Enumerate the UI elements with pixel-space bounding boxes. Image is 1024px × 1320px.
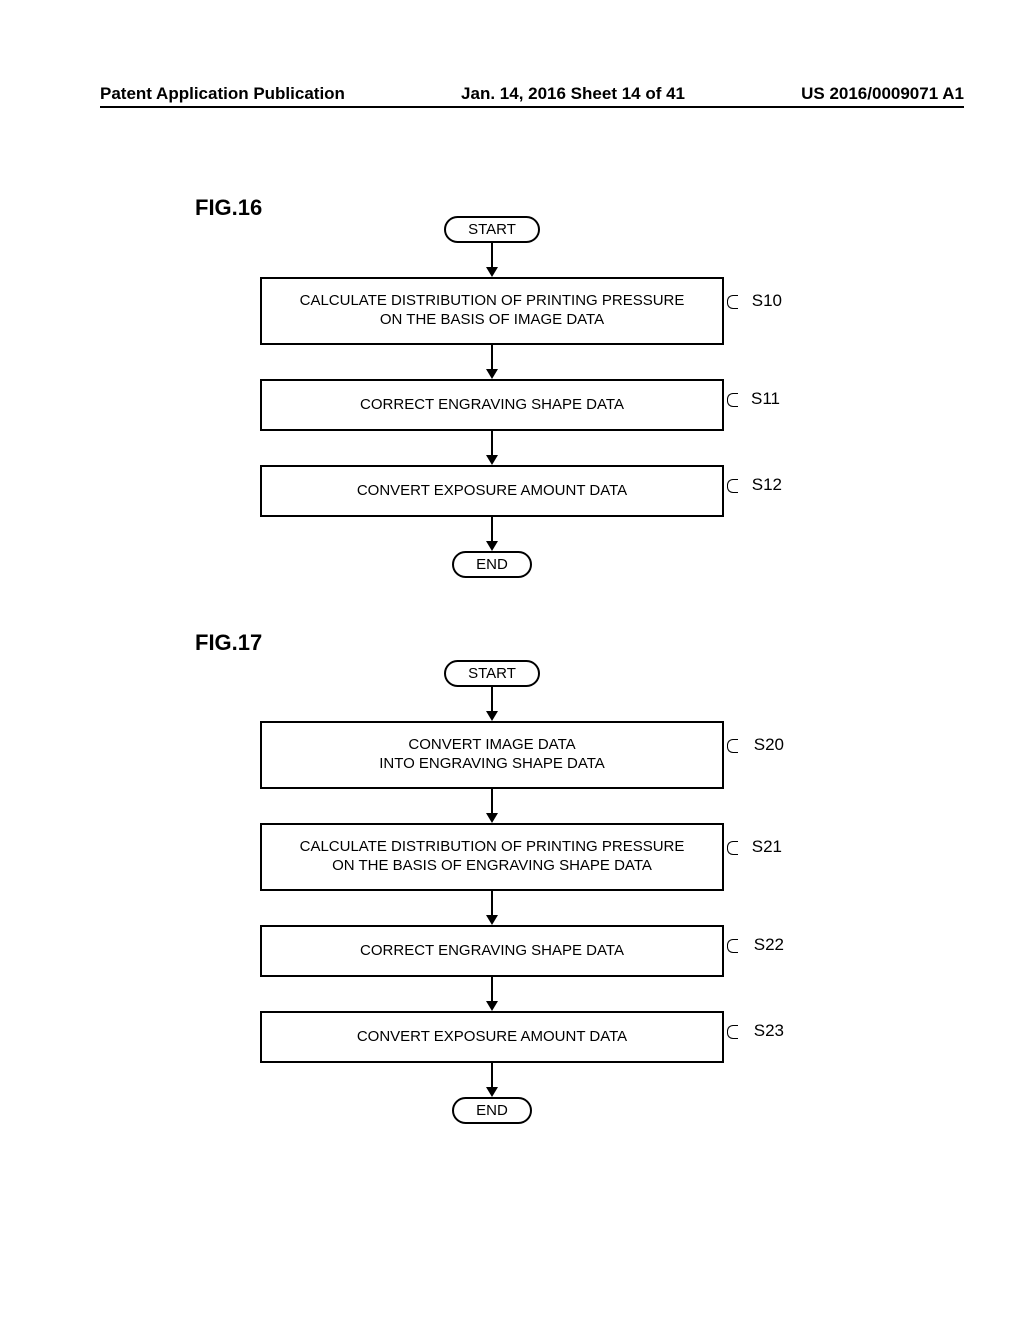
fig16-step-s12-tag: S12 <box>752 475 782 495</box>
fig17-step-s23-wrap: CONVERT EXPOSURE AMOUNT DATA S23 <box>260 1011 724 1063</box>
header-right: US 2016/0009071 A1 <box>801 84 964 104</box>
arrow-down-icon <box>491 891 493 925</box>
fig16-step-s12: CONVERT EXPOSURE AMOUNT DATA <box>260 465 724 517</box>
arrow-down-icon <box>491 789 493 823</box>
hook-icon <box>727 295 738 309</box>
fig17-step-s21: CALCULATE DISTRIBUTION OF PRINTING PRESS… <box>260 823 724 891</box>
page-header: Patent Application Publication Jan. 14, … <box>100 84 964 108</box>
hook-icon <box>727 739 738 753</box>
patent-page: Patent Application Publication Jan. 14, … <box>0 0 1024 1320</box>
fig16-step-s12-wrap: CONVERT EXPOSURE AMOUNT DATA S12 <box>260 465 724 517</box>
fig16-end: END <box>452 551 532 578</box>
fig16-step-s10: CALCULATE DISTRIBUTION OF PRINTING PRESS… <box>260 277 724 345</box>
arrow-down-icon <box>491 431 493 465</box>
fig16-flowchart: START CALCULATE DISTRIBUTION OF PRINTING… <box>260 216 724 578</box>
fig17-label: FIG.17 <box>195 630 262 656</box>
arrow-down-icon <box>491 1063 493 1097</box>
fig17-step-s20: CONVERT IMAGE DATAINTO ENGRAVING SHAPE D… <box>260 721 724 789</box>
arrow-down-icon <box>491 517 493 551</box>
fig16-step-s10-wrap: CALCULATE DISTRIBUTION OF PRINTING PRESS… <box>260 277 724 345</box>
hook-icon <box>727 479 738 493</box>
fig17-step-s23-tag: S23 <box>754 1021 784 1041</box>
fig17-end: END <box>452 1097 532 1124</box>
hook-icon <box>727 841 738 855</box>
fig16-step-s10-tag: S10 <box>752 291 782 311</box>
fig17-step-s20-tag: S20 <box>754 735 784 755</box>
fig17-step-s22-wrap: CORRECT ENGRAVING SHAPE DATA S22 <box>260 925 724 977</box>
fig17-step-s23: CONVERT EXPOSURE AMOUNT DATA <box>260 1011 724 1063</box>
fig17-flowchart: START CONVERT IMAGE DATAINTO ENGRAVING S… <box>260 660 724 1124</box>
arrow-down-icon <box>491 345 493 379</box>
arrow-down-icon <box>491 977 493 1011</box>
fig17-step-s21-wrap: CALCULATE DISTRIBUTION OF PRINTING PRESS… <box>260 823 724 891</box>
hook-icon <box>727 1025 738 1039</box>
fig17-step-s22: CORRECT ENGRAVING SHAPE DATA <box>260 925 724 977</box>
fig17-step-s21-tag: S21 <box>752 837 782 857</box>
fig17-step-s22-tag: S22 <box>754 935 784 955</box>
fig16-step-s11: CORRECT ENGRAVING SHAPE DATA <box>260 379 724 431</box>
fig16-step-s11-tag: S11 <box>751 389 780 409</box>
hook-icon <box>727 393 738 407</box>
arrow-down-icon <box>491 687 493 721</box>
fig17-step-s20-wrap: CONVERT IMAGE DATAINTO ENGRAVING SHAPE D… <box>260 721 724 789</box>
arrow-down-icon <box>491 243 493 277</box>
hook-icon <box>727 939 738 953</box>
fig16-label: FIG.16 <box>195 195 262 221</box>
header-left: Patent Application Publication <box>100 84 345 104</box>
fig16-step-s11-wrap: CORRECT ENGRAVING SHAPE DATA S11 <box>260 379 724 431</box>
fig16-start: START <box>444 216 540 243</box>
fig17-start: START <box>444 660 540 687</box>
header-center: Jan. 14, 2016 Sheet 14 of 41 <box>461 84 685 104</box>
